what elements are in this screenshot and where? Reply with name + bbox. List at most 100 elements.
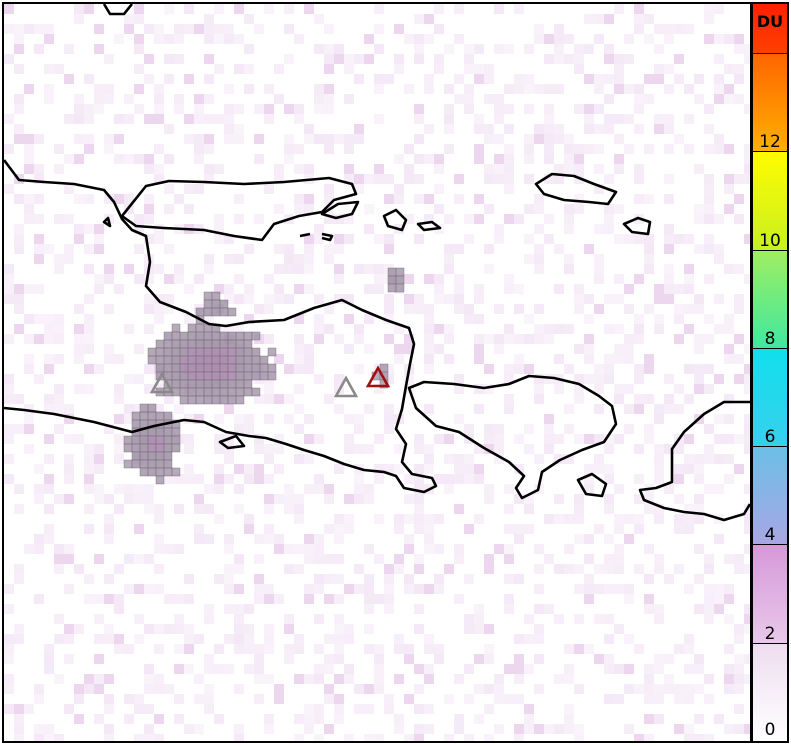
noise-cell <box>204 14 214 24</box>
java-north-coast <box>4 159 438 494</box>
noise-cell <box>694 304 704 314</box>
noise-cell <box>254 134 264 144</box>
plume-cell <box>219 307 229 317</box>
noise-cell <box>654 404 664 414</box>
noise-cell <box>204 264 214 274</box>
noise-cell <box>504 184 514 194</box>
noise-cell <box>334 614 344 624</box>
noise-cell <box>384 174 394 184</box>
noise-cell <box>534 194 544 204</box>
noise-cell <box>534 724 544 734</box>
noise-cell <box>224 294 234 304</box>
noise-cell <box>414 524 424 534</box>
kangean-islands <box>534 172 618 206</box>
noise-cell <box>504 324 514 334</box>
noise-cell <box>254 444 264 454</box>
noise-cell <box>684 454 694 464</box>
noise-cell <box>734 654 744 664</box>
noise-cell <box>174 264 184 274</box>
plume-cell <box>171 323 181 333</box>
noise-cell <box>4 704 14 714</box>
noise-cell <box>234 604 244 614</box>
plume-cell <box>211 347 221 357</box>
noise-cell <box>364 644 374 654</box>
colorbar-tick <box>753 642 787 644</box>
noise-cell <box>544 604 554 614</box>
small-island-1 <box>382 208 408 232</box>
noise-cell <box>14 104 24 114</box>
noise-cell <box>294 494 304 504</box>
noise-cell <box>474 384 484 394</box>
noise-cell <box>724 594 734 604</box>
noise-cell <box>184 434 194 444</box>
noise-cell <box>104 514 114 524</box>
noise-cell <box>214 514 224 524</box>
noise-cell <box>654 324 664 334</box>
noise-cell <box>674 334 684 344</box>
noise-cell <box>274 394 284 404</box>
noise-cell <box>624 284 634 294</box>
plume-cell <box>131 411 141 421</box>
noise-cell <box>294 314 304 324</box>
noise-cell <box>244 294 254 304</box>
colorbar-segment <box>753 249 787 348</box>
noise-cell <box>154 404 164 414</box>
noise-cell <box>714 324 724 334</box>
noise-cell <box>464 524 474 534</box>
noise-cell <box>114 594 124 604</box>
plume-cell <box>219 395 229 405</box>
noise-cell <box>404 574 414 584</box>
noise-cell <box>104 354 114 364</box>
noise-cell <box>134 584 144 594</box>
noise-cell <box>64 434 74 444</box>
noise-cell <box>574 294 584 304</box>
noise-cell <box>674 314 684 324</box>
noise-cell <box>584 374 594 384</box>
noise-cell <box>644 94 654 104</box>
noise-cell <box>464 734 474 741</box>
noise-cell <box>104 344 114 354</box>
noise-cell <box>664 64 674 74</box>
noise-cell <box>474 334 484 344</box>
noise-cell <box>614 294 624 304</box>
noise-cell <box>534 254 544 264</box>
noise-cell <box>494 674 504 684</box>
noise-cell <box>574 684 584 694</box>
noise-cell <box>444 214 454 224</box>
noise-cell <box>124 644 134 654</box>
noise-cell <box>554 724 564 734</box>
plume-cell <box>171 427 181 437</box>
plume-cell <box>171 363 181 373</box>
noise-cell <box>184 444 194 454</box>
noise-cell <box>334 704 344 714</box>
noise-cell <box>384 424 394 434</box>
noise-cell <box>614 514 624 524</box>
noise-cell <box>504 214 514 224</box>
noise-cell <box>414 44 424 54</box>
noise-cell <box>514 664 524 674</box>
noise-cell <box>54 494 64 504</box>
map-canvas <box>4 4 750 741</box>
noise-cell <box>404 334 414 344</box>
noise-cell <box>394 194 404 204</box>
noise-cell <box>744 384 750 394</box>
noise-cell <box>54 614 64 624</box>
noise-cell <box>534 324 544 334</box>
noise-cell <box>204 694 214 704</box>
noise-cell <box>434 294 444 304</box>
noise-cell <box>564 424 574 434</box>
noise-cell <box>554 134 564 144</box>
noise-cell <box>614 554 624 564</box>
noise-cell <box>324 574 334 584</box>
noise-cell <box>504 694 514 704</box>
noise-cell <box>654 514 664 524</box>
noise-cell <box>64 494 74 504</box>
plume-cell <box>227 363 237 373</box>
plume-cell <box>163 331 173 341</box>
noise-cell <box>364 204 374 214</box>
noise-cell <box>644 694 654 704</box>
noise-cell <box>484 424 494 434</box>
noise-cell <box>14 94 24 104</box>
noise-cell <box>324 324 334 334</box>
noise-cell <box>594 74 604 84</box>
